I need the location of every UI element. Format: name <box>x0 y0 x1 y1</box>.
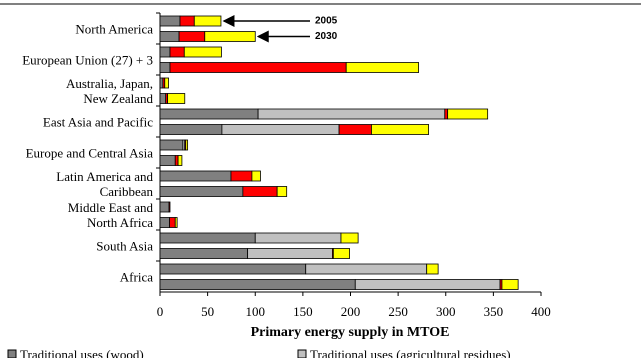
bar-segment <box>159 217 170 228</box>
x-tick-label: 0 <box>157 304 164 319</box>
bar-segment <box>179 15 195 27</box>
bar-segment <box>159 77 164 89</box>
bar-segment <box>276 186 288 197</box>
bar-segment <box>164 77 169 89</box>
legend-swatch <box>297 349 307 358</box>
x-tick-label: 300 <box>436 304 456 319</box>
bar-segment <box>444 108 449 120</box>
bar-segment <box>371 124 430 135</box>
y-tick-label: East Asia and Pacific <box>42 114 153 129</box>
bar-segment <box>178 31 206 42</box>
bar-segment <box>159 263 307 275</box>
bar-segment <box>221 124 340 135</box>
bar-segment <box>159 279 356 290</box>
bar-segment <box>167 93 186 104</box>
y-tick-label: South Asia <box>96 238 153 253</box>
bar-segment <box>159 139 184 151</box>
y-tick-label: Europe and Central Asia <box>25 145 153 160</box>
bar-segment <box>159 186 244 197</box>
bar-segment <box>169 217 176 228</box>
bar-segment <box>159 46 171 58</box>
x-tick-label: 350 <box>484 304 504 319</box>
bar-segment <box>159 155 176 166</box>
y-tick-label: Latin America and Caribbean <box>56 168 153 199</box>
bar-segment <box>159 108 259 120</box>
bar-segment <box>174 155 179 166</box>
y-tick-label: Australia, Japan, New Zealand <box>65 75 153 106</box>
bar-segment <box>247 248 333 259</box>
bar-segment <box>230 170 253 182</box>
bar-segment <box>345 62 420 73</box>
legend-label: Traditional uses (agricultural residues) <box>310 347 511 358</box>
bar-segment <box>159 170 232 182</box>
bar-segment <box>159 15 181 27</box>
bar-segment <box>251 170 261 182</box>
x-tick-label: 400 <box>531 304 551 319</box>
bar-segment <box>242 186 278 197</box>
bar-segment <box>193 15 222 27</box>
bar-segment <box>338 124 372 135</box>
bar-segment <box>183 46 222 58</box>
bar-segment <box>257 108 446 120</box>
bar-segment <box>159 31 180 42</box>
bar-segment <box>332 248 350 259</box>
y-tick-label: North America <box>75 21 153 36</box>
bar-segment <box>305 263 428 275</box>
bar-segment <box>169 62 347 73</box>
y-tick-label: Middle East and North Africa <box>67 199 153 230</box>
bar-segment <box>501 279 519 290</box>
bar-segment <box>159 201 170 213</box>
y-tick-label: Africa <box>119 269 153 284</box>
x-tick-label: 150 <box>293 304 313 319</box>
bar-segment <box>159 93 167 104</box>
bar-segment <box>204 31 256 42</box>
bar-segment <box>426 263 439 275</box>
annotation: 2030 <box>315 31 338 42</box>
bar-segment <box>177 155 183 166</box>
bar-segment <box>447 108 489 120</box>
bar-segment <box>354 279 501 290</box>
bar-segment <box>185 139 189 151</box>
bar-segment <box>340 232 359 244</box>
bar-segment <box>159 248 249 259</box>
bar-segment <box>174 217 178 228</box>
x-tick-label: 250 <box>388 304 408 319</box>
bar-segment <box>159 62 171 73</box>
bar-segment <box>159 124 223 135</box>
bar-segment <box>159 232 256 244</box>
x-tick-label: 200 <box>341 304 361 319</box>
x-tick-label: 50 <box>201 304 214 319</box>
legend-swatch <box>7 349 17 358</box>
bar-segment <box>254 232 342 244</box>
x-tick-label: 100 <box>246 304 266 319</box>
legend-label: Traditional uses (wood) <box>20 347 144 358</box>
annotation: 2005 <box>315 16 338 27</box>
bar-segment <box>168 201 171 213</box>
x-axis-title: Primary energy supply in MTOE <box>251 325 450 340</box>
y-tick-label: European Union (27) + 3 <box>22 52 153 67</box>
bar-segment <box>169 46 185 58</box>
